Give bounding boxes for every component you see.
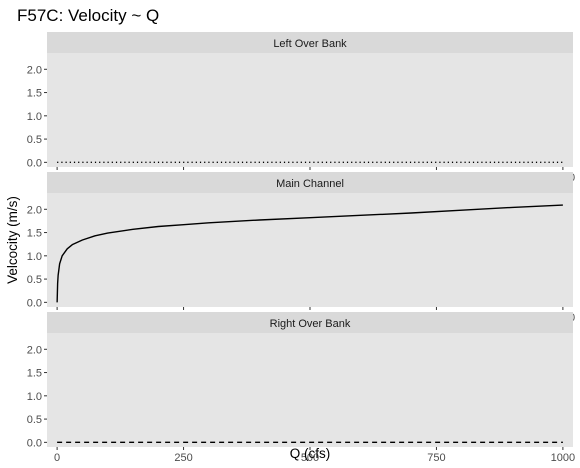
plot-panel: [47, 53, 573, 167]
y-tick-label: 1.0: [27, 111, 42, 123]
y-tick-label: 1.5: [27, 368, 42, 380]
x-tick-label: 750: [427, 452, 445, 464]
x-tick-label: 0: [54, 452, 60, 464]
x-axis-title: Q (cfs): [290, 446, 331, 461]
plot-panel: [47, 333, 573, 447]
facet-strip-label: Right Over Bank: [270, 318, 351, 330]
facet-strip-label: Main Channel: [276, 178, 344, 190]
facet-strip-label: Left Over Bank: [273, 38, 347, 50]
y-tick-label: 2.0: [27, 64, 42, 76]
y-tick-label: 1.0: [27, 391, 42, 403]
y-tick-label: 1.5: [27, 88, 42, 100]
x-tick-label: 1000: [551, 452, 575, 464]
facet-1: Main Channel0.00.51.01.52.00250500750100…: [27, 172, 575, 324]
y-tick-label: 2.0: [27, 204, 42, 216]
y-tick-label: 1.5: [27, 228, 42, 240]
y-tick-label: 0.5: [27, 274, 42, 286]
y-tick-label: 1.0: [27, 251, 42, 263]
y-tick-label: 0.5: [27, 134, 42, 146]
chart-title: F57C: Velocity ~ Q: [17, 6, 159, 25]
y-tick-label: 0.0: [27, 297, 42, 309]
x-tick-label: 250: [174, 452, 192, 464]
facet-panels: Left Over Bank0.00.51.01.52.002505007501…: [27, 32, 575, 464]
y-tick-label: 0.0: [27, 157, 42, 169]
y-tick-label: 0.5: [27, 414, 42, 426]
y-tick-label: 0.0: [27, 437, 42, 449]
y-tick-label: 2.0: [27, 344, 42, 356]
plot-panel: [47, 193, 573, 307]
y-axis-title: Velcocity (m/s): [5, 196, 20, 284]
facet-0: Left Over Bank0.00.51.01.52.002505007501…: [27, 32, 575, 184]
